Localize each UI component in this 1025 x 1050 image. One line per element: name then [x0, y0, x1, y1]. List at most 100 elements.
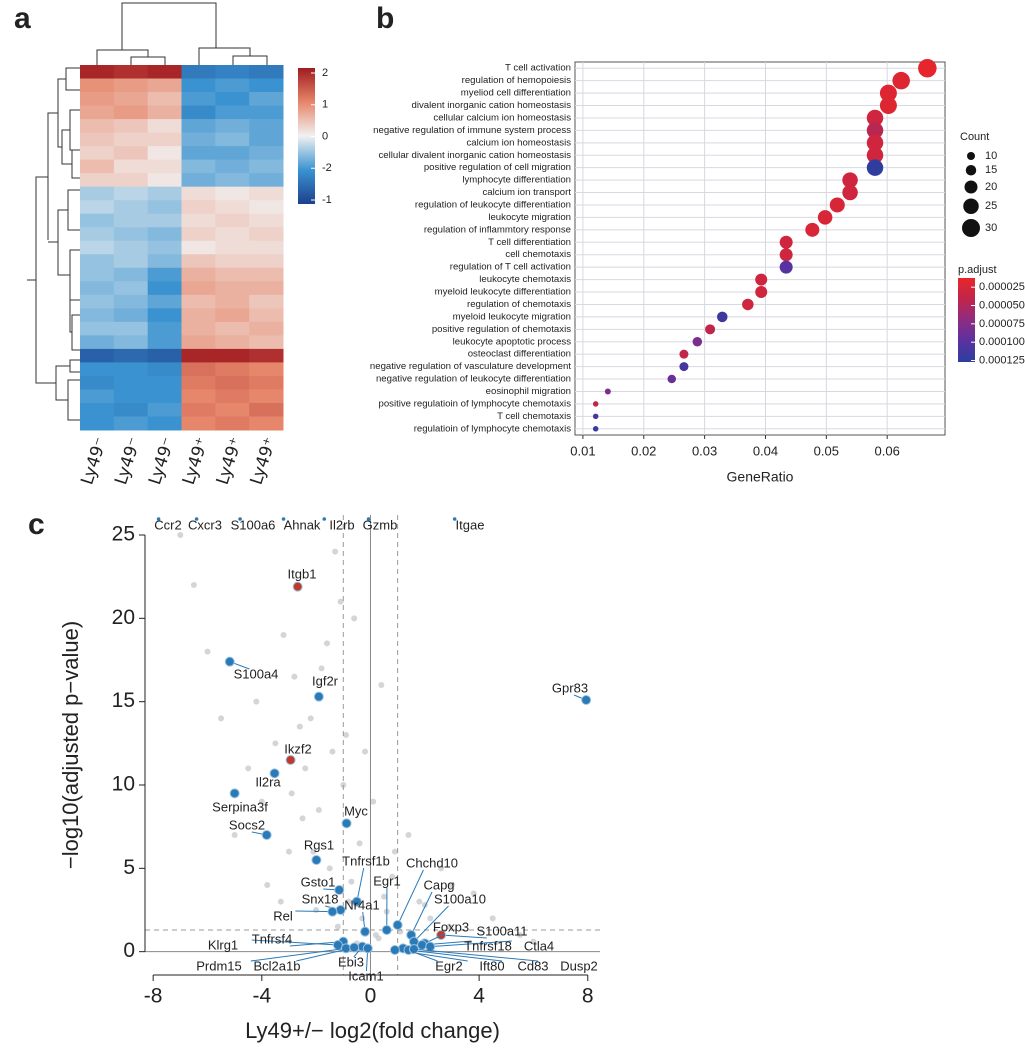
heatmap-cell	[113, 402, 149, 417]
heatmap-cell	[147, 146, 182, 161]
heatmap-cell	[181, 78, 216, 93]
background-point	[277, 898, 284, 905]
dot	[592, 413, 599, 420]
size-legend-label: 15	[985, 164, 997, 176]
y-tick-label: positive regulation of cell migration	[424, 162, 571, 173]
dot	[918, 58, 937, 78]
background-point	[381, 893, 388, 900]
gene-label: Snx18	[302, 891, 339, 906]
heatmap-cell	[215, 254, 250, 269]
heatmap-cell	[113, 159, 149, 174]
heatmap-cell	[249, 348, 284, 363]
y-tick-label: negative regulation of vasculature devel…	[370, 361, 571, 372]
gene-label: Rel	[273, 908, 293, 923]
gene-point	[366, 517, 371, 521]
y-tick-label: positive regulation of chemotaxis	[432, 324, 571, 335]
heatmap-cell	[249, 362, 284, 377]
heatmap-cell	[113, 200, 149, 215]
gene-label: Ebi3	[338, 954, 364, 969]
y-tick-label: myeloid leukocyte differentiation	[435, 287, 571, 298]
heatmap-cell	[215, 335, 250, 350]
heatmap-cell	[80, 132, 115, 147]
dot	[817, 210, 833, 225]
heatmap-cell	[147, 173, 182, 188]
column-label: Ly49⁺	[213, 435, 247, 487]
size-legend-label: 30	[985, 222, 997, 234]
gene-label: Foxp3	[433, 919, 469, 934]
heatmap-cell	[215, 375, 250, 390]
y-tick-label: leukocyte apoptotic process	[453, 336, 572, 347]
heatmap-cell	[113, 362, 149, 377]
heatmap-cell	[249, 267, 284, 282]
leader-line	[397, 869, 424, 926]
leader-line	[295, 910, 333, 913]
gene-label: Ccr2	[154, 517, 181, 532]
heatmap-cell	[113, 240, 149, 255]
background-point	[258, 798, 265, 805]
heatmap-cell	[249, 132, 284, 147]
dot	[779, 235, 793, 249]
leader-line	[410, 891, 433, 936]
heatmap-cell	[215, 281, 250, 296]
heatmap-cell	[249, 146, 284, 161]
dot	[866, 159, 884, 176]
heatmap-cell	[249, 335, 284, 350]
color-legend-label: 0.000025	[979, 281, 1025, 293]
heatmap-cell	[147, 92, 182, 107]
heatmap-cell	[215, 213, 250, 228]
heatmap-cell	[113, 227, 149, 242]
gene-label: S100a6	[231, 517, 276, 532]
color-legend-title: p.adjust	[958, 264, 997, 276]
background-point	[416, 898, 423, 905]
gene-label: Socs2	[229, 817, 265, 832]
x-tick-label: 4	[473, 985, 485, 1008]
heatmap-cell	[113, 65, 149, 80]
x-tick-label: 0.06	[875, 443, 900, 458]
heatmap-cell	[147, 267, 182, 282]
background-point	[362, 748, 369, 755]
dot	[592, 401, 599, 407]
heatmap-cell	[249, 294, 284, 309]
background-point	[218, 715, 225, 722]
heatmap-cell	[215, 65, 250, 80]
heatmap-cell	[249, 389, 284, 404]
heatmap-cell	[80, 213, 115, 228]
gene-point	[360, 926, 371, 937]
background-point	[351, 615, 358, 622]
gene-label: S100a10	[434, 891, 486, 906]
size-legend-dot	[963, 198, 979, 214]
dot	[866, 109, 884, 127]
gene-label: Egr2	[435, 958, 462, 973]
heatmap-cell	[80, 186, 115, 201]
heatmap-cell	[147, 321, 182, 336]
gene-label: Ift80	[479, 958, 504, 973]
heatmap-cell	[80, 389, 115, 404]
size-legend-label: 20	[985, 181, 997, 193]
heatmap-cell	[181, 146, 216, 161]
gene-label: Itgae	[456, 517, 485, 532]
gene-label: Igf2r	[312, 673, 339, 688]
heatmap-cell	[215, 78, 250, 93]
leader-line	[251, 939, 338, 946]
color-legend-bar	[958, 278, 975, 362]
gene-label: Nr4a1	[344, 897, 379, 912]
gene-label: Tnfrsf4	[252, 931, 292, 946]
gene-point	[362, 943, 373, 954]
background-point	[264, 882, 271, 888]
heatmap-cell	[181, 240, 216, 255]
dendrogram-branch	[96, 2, 268, 65]
heatmap-cell	[215, 416, 250, 431]
gene-label: Rgs1	[304, 837, 334, 852]
column-label: Ly49⁺	[179, 435, 213, 487]
heatmap-cell	[181, 281, 216, 296]
heatmap-cell	[113, 186, 149, 201]
background-point	[405, 832, 412, 838]
background-point	[253, 698, 260, 705]
background-point	[438, 865, 445, 872]
heatmap-cell	[181, 402, 216, 417]
y-tick-label: 10	[112, 773, 135, 796]
heatmap-cell	[80, 173, 115, 188]
heatmap-cell	[181, 92, 216, 107]
heatmap-cell	[147, 119, 182, 134]
heatmap-cell	[249, 402, 284, 417]
